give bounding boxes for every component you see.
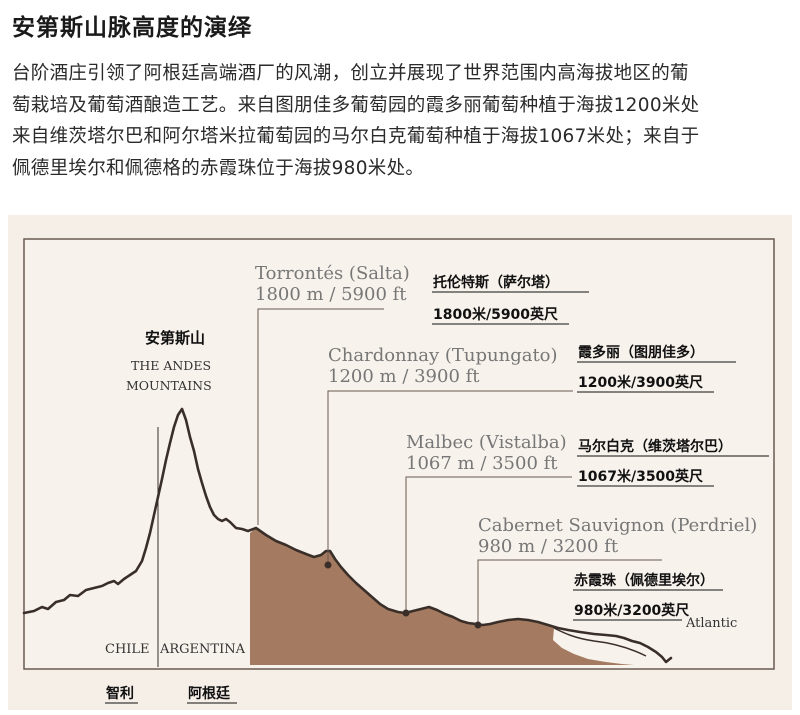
site-cn-name: 霞多丽（图朋佳多）	[578, 344, 704, 361]
site-en-alt: 1800 m / 5900 ft	[255, 284, 407, 305]
page-title: 安第斯山脉高度的演绎	[12, 15, 252, 41]
intro-paragraph: 台阶酒庄引领了阿根廷高端酒厂的风潮，创立并展现了世界范围内高海拔地区的葡 萄栽培…	[12, 58, 790, 184]
callout-malbec	[405, 476, 572, 611]
intro-line: 来自维茨塔尔巴和阿尔塔米拉葡萄园的马尔白克葡萄种植于海拔1067米处；来自于	[12, 126, 700, 147]
intro-line: 萄栽培及葡萄酒酿造工艺。来自图朋佳多葡萄园的霞多丽葡萄种植于海拔1200米处	[12, 94, 700, 116]
site-cn-name: 托伦特斯（萨尔塔）	[433, 274, 559, 291]
site-en-name: Cabernet Sauvignon (Perdriel)	[478, 515, 757, 536]
intro-line: 台阶酒庄引领了阿根廷高端酒厂的风潮，创立并展现了世界范围内高海拔地区的葡	[12, 63, 689, 84]
site-marker-malbec	[402, 609, 410, 617]
site-en-alt: 1200 m / 3900 ft	[328, 366, 480, 387]
chile-label-en: CHILE	[105, 642, 150, 657]
intro-line: 佩德里埃尔和佩德格的赤霞珠位于海拔980米处。	[12, 157, 425, 179]
site-cn-alt: 1800米/5900英尺	[433, 306, 558, 323]
site-marker-cabernet	[474, 621, 482, 629]
site-cn-alt: 1200米/3900英尺	[578, 374, 703, 391]
site-en-name: Malbec (Vistalba)	[406, 432, 567, 453]
mountain-label-en: MOUNTAINS	[126, 378, 212, 393]
site-cn-alt: 1067米/3500英尺	[578, 468, 703, 485]
atlantic-label: Atlantic	[685, 616, 737, 631]
site-en-name: Torrontés (Salta)	[255, 263, 410, 284]
callout-chardonnay	[327, 390, 573, 565]
diagram-svg: Torrontés (Salta) 1800 m / 5900 ft Chard…	[22, 238, 775, 704]
site-cn-name: 赤霞珠（佩德里埃尔）	[574, 572, 714, 589]
callout-torrontes	[257, 308, 384, 525]
mountain-label-cn: 安第斯山	[145, 329, 205, 347]
terrain-profile	[22, 407, 673, 664]
site-marker-chardonnay	[324, 561, 332, 569]
andes-altitude-diagram: Torrontés (Salta) 1800 m / 5900 ft Chard…	[8, 215, 792, 710]
site-cn-alt: 980米/3200英尺	[574, 602, 689, 619]
diagram-frame	[23, 238, 775, 670]
site-en-alt: 1067 m / 3500 ft	[406, 453, 558, 474]
mountain-label-en: THE ANDES	[131, 358, 211, 373]
site-en-alt: 980 m / 3200 ft	[478, 536, 619, 557]
argentina-label-en: ARGENTINA	[159, 642, 246, 657]
coast-line	[553, 627, 647, 657]
argentina-label-cn: 阿根廷	[188, 685, 231, 702]
argentina-terrain	[250, 528, 634, 665]
callout-cabernet	[477, 559, 662, 623]
site-en-name: Chardonnay (Tupungato)	[328, 345, 558, 366]
site-cn-name: 马尔白克（维茨塔尔巴）	[578, 438, 732, 455]
chile-label-cn: 智利	[105, 685, 134, 702]
